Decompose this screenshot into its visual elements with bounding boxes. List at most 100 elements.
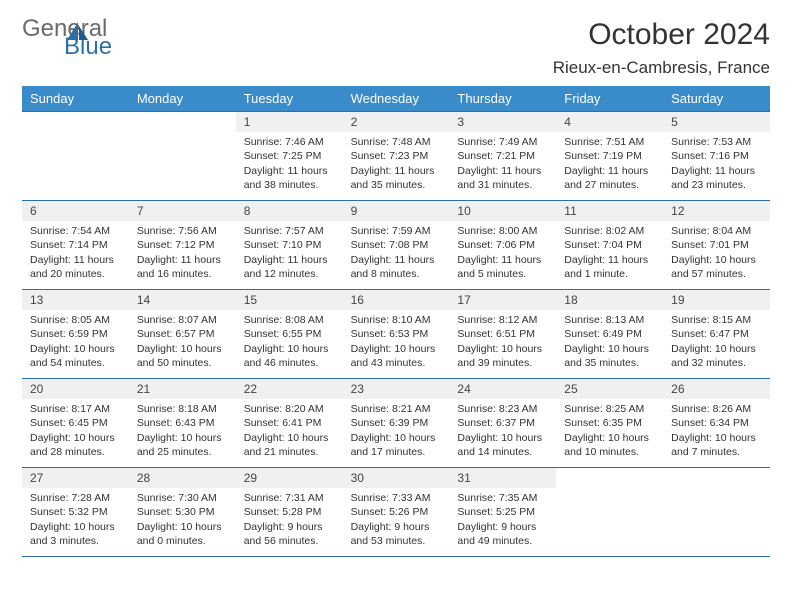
day-number: 7 xyxy=(129,201,236,221)
calendar-cell: 18Sunrise: 8:13 AMSunset: 6:49 PMDayligh… xyxy=(556,290,663,378)
day-info: Sunrise: 8:17 AMSunset: 6:45 PMDaylight:… xyxy=(22,399,129,465)
weekday-header-row: Sunday Monday Tuesday Wednesday Thursday… xyxy=(22,86,770,111)
calendar-cell: 10Sunrise: 8:00 AMSunset: 7:06 PMDayligh… xyxy=(449,201,556,289)
sunset-text: Sunset: 5:25 PM xyxy=(457,505,548,519)
day-info: Sunrise: 8:23 AMSunset: 6:37 PMDaylight:… xyxy=(449,399,556,465)
sunset-text: Sunset: 6:41 PM xyxy=(244,416,335,430)
sunrise-text: Sunrise: 8:07 AM xyxy=(137,313,228,327)
daylight-text: Daylight: 11 hours and 16 minutes. xyxy=(137,253,228,281)
sunrise-text: Sunrise: 8:18 AM xyxy=(137,402,228,416)
daylight-text: Daylight: 11 hours and 5 minutes. xyxy=(457,253,548,281)
sunset-text: Sunset: 5:28 PM xyxy=(244,505,335,519)
calendar-cell: 9Sunrise: 7:59 AMSunset: 7:08 PMDaylight… xyxy=(343,201,450,289)
day-info: Sunrise: 7:30 AMSunset: 5:30 PMDaylight:… xyxy=(129,488,236,554)
sunset-text: Sunset: 7:10 PM xyxy=(244,238,335,252)
calendar-cell: . xyxy=(129,112,236,200)
day-number: 25 xyxy=(556,379,663,399)
day-info: Sunrise: 8:12 AMSunset: 6:51 PMDaylight:… xyxy=(449,310,556,376)
calendar-cell: 23Sunrise: 8:21 AMSunset: 6:39 PMDayligh… xyxy=(343,379,450,467)
day-info: Sunrise: 7:51 AMSunset: 7:19 PMDaylight:… xyxy=(556,132,663,198)
sunrise-text: Sunrise: 8:12 AM xyxy=(457,313,548,327)
day-number: 10 xyxy=(449,201,556,221)
calendar-cell: 3Sunrise: 7:49 AMSunset: 7:21 PMDaylight… xyxy=(449,112,556,200)
daylight-text: Daylight: 11 hours and 8 minutes. xyxy=(351,253,442,281)
sunset-text: Sunset: 7:23 PM xyxy=(351,149,442,163)
day-number: 16 xyxy=(343,290,450,310)
sunrise-text: Sunrise: 7:35 AM xyxy=(457,491,548,505)
daylight-text: Daylight: 10 hours and 46 minutes. xyxy=(244,342,335,370)
daylight-text: Daylight: 10 hours and 0 minutes. xyxy=(137,520,228,548)
sunrise-text: Sunrise: 8:20 AM xyxy=(244,402,335,416)
calendar-cell: 2Sunrise: 7:48 AMSunset: 7:23 PMDaylight… xyxy=(343,112,450,200)
sunrise-text: Sunrise: 8:21 AM xyxy=(351,402,442,416)
calendar-cell: 29Sunrise: 7:31 AMSunset: 5:28 PMDayligh… xyxy=(236,468,343,556)
sunset-text: Sunset: 6:37 PM xyxy=(457,416,548,430)
sunset-text: Sunset: 6:49 PM xyxy=(564,327,655,341)
day-number: 31 xyxy=(449,468,556,488)
daylight-text: Daylight: 10 hours and 17 minutes. xyxy=(351,431,442,459)
day-info: Sunrise: 7:35 AMSunset: 5:25 PMDaylight:… xyxy=(449,488,556,554)
day-number: 13 xyxy=(22,290,129,310)
daylight-text: Daylight: 9 hours and 53 minutes. xyxy=(351,520,442,548)
day-info: Sunrise: 7:46 AMSunset: 7:25 PMDaylight:… xyxy=(236,132,343,198)
weekday-header: Tuesday xyxy=(236,86,343,111)
calendar-cell: 16Sunrise: 8:10 AMSunset: 6:53 PMDayligh… xyxy=(343,290,450,378)
calendar-cell: . xyxy=(22,112,129,200)
weekday-header: Sunday xyxy=(22,86,129,111)
day-number: 27 xyxy=(22,468,129,488)
sunrise-text: Sunrise: 8:15 AM xyxy=(671,313,762,327)
sunrise-text: Sunrise: 7:53 AM xyxy=(671,135,762,149)
day-info: Sunrise: 8:15 AMSunset: 6:47 PMDaylight:… xyxy=(663,310,770,376)
day-number: 12 xyxy=(663,201,770,221)
day-info: Sunrise: 7:54 AMSunset: 7:14 PMDaylight:… xyxy=(22,221,129,287)
day-number: 1 xyxy=(236,112,343,132)
sunset-text: Sunset: 6:51 PM xyxy=(457,327,548,341)
sunset-text: Sunset: 6:39 PM xyxy=(351,416,442,430)
sunrise-text: Sunrise: 7:56 AM xyxy=(137,224,228,238)
weekday-header: Monday xyxy=(129,86,236,111)
sunrise-text: Sunrise: 7:54 AM xyxy=(30,224,121,238)
sunset-text: Sunset: 7:01 PM xyxy=(671,238,762,252)
day-number: 19 xyxy=(663,290,770,310)
calendar-week: 27Sunrise: 7:28 AMSunset: 5:32 PMDayligh… xyxy=(22,468,770,557)
day-number: 18 xyxy=(556,290,663,310)
sunset-text: Sunset: 6:57 PM xyxy=(137,327,228,341)
day-info: Sunrise: 7:56 AMSunset: 7:12 PMDaylight:… xyxy=(129,221,236,287)
daylight-text: Daylight: 11 hours and 12 minutes. xyxy=(244,253,335,281)
daylight-text: Daylight: 10 hours and 54 minutes. xyxy=(30,342,121,370)
sunrise-text: Sunrise: 7:30 AM xyxy=(137,491,228,505)
sunset-text: Sunset: 6:35 PM xyxy=(564,416,655,430)
calendar-cell: 20Sunrise: 8:17 AMSunset: 6:45 PMDayligh… xyxy=(22,379,129,467)
sunset-text: Sunset: 7:12 PM xyxy=(137,238,228,252)
day-number: 4 xyxy=(556,112,663,132)
sunrise-text: Sunrise: 7:51 AM xyxy=(564,135,655,149)
sunrise-text: Sunrise: 8:08 AM xyxy=(244,313,335,327)
calendar-cell: 21Sunrise: 8:18 AMSunset: 6:43 PMDayligh… xyxy=(129,379,236,467)
sunrise-text: Sunrise: 7:33 AM xyxy=(351,491,442,505)
weekday-header: Thursday xyxy=(449,86,556,111)
header: General Blue October 2024 Rieux-en-Cambr… xyxy=(22,18,770,78)
sunset-text: Sunset: 7:21 PM xyxy=(457,149,548,163)
daylight-text: Daylight: 10 hours and 35 minutes. xyxy=(564,342,655,370)
sunrise-text: Sunrise: 7:46 AM xyxy=(244,135,335,149)
day-info: Sunrise: 8:18 AMSunset: 6:43 PMDaylight:… xyxy=(129,399,236,465)
daylight-text: Daylight: 10 hours and 25 minutes. xyxy=(137,431,228,459)
daylight-text: Daylight: 10 hours and 39 minutes. xyxy=(457,342,548,370)
day-info: Sunrise: 8:04 AMSunset: 7:01 PMDaylight:… xyxy=(663,221,770,287)
day-info: Sunrise: 8:05 AMSunset: 6:59 PMDaylight:… xyxy=(22,310,129,376)
calendar-cell: 26Sunrise: 8:26 AMSunset: 6:34 PMDayligh… xyxy=(663,379,770,467)
day-number: 28 xyxy=(129,468,236,488)
daylight-text: Daylight: 10 hours and 14 minutes. xyxy=(457,431,548,459)
day-number: 29 xyxy=(236,468,343,488)
day-info: Sunrise: 7:31 AMSunset: 5:28 PMDaylight:… xyxy=(236,488,343,554)
calendar-week: 6Sunrise: 7:54 AMSunset: 7:14 PMDaylight… xyxy=(22,201,770,290)
day-info: Sunrise: 7:28 AMSunset: 5:32 PMDaylight:… xyxy=(22,488,129,554)
sunset-text: Sunset: 5:30 PM xyxy=(137,505,228,519)
day-info: Sunrise: 8:08 AMSunset: 6:55 PMDaylight:… xyxy=(236,310,343,376)
calendar-cell: . xyxy=(556,468,663,556)
sunset-text: Sunset: 7:06 PM xyxy=(457,238,548,252)
day-info: Sunrise: 7:33 AMSunset: 5:26 PMDaylight:… xyxy=(343,488,450,554)
month-title: October 2024 xyxy=(553,18,770,52)
calendar-cell: 15Sunrise: 8:08 AMSunset: 6:55 PMDayligh… xyxy=(236,290,343,378)
calendar-cell: . xyxy=(663,468,770,556)
